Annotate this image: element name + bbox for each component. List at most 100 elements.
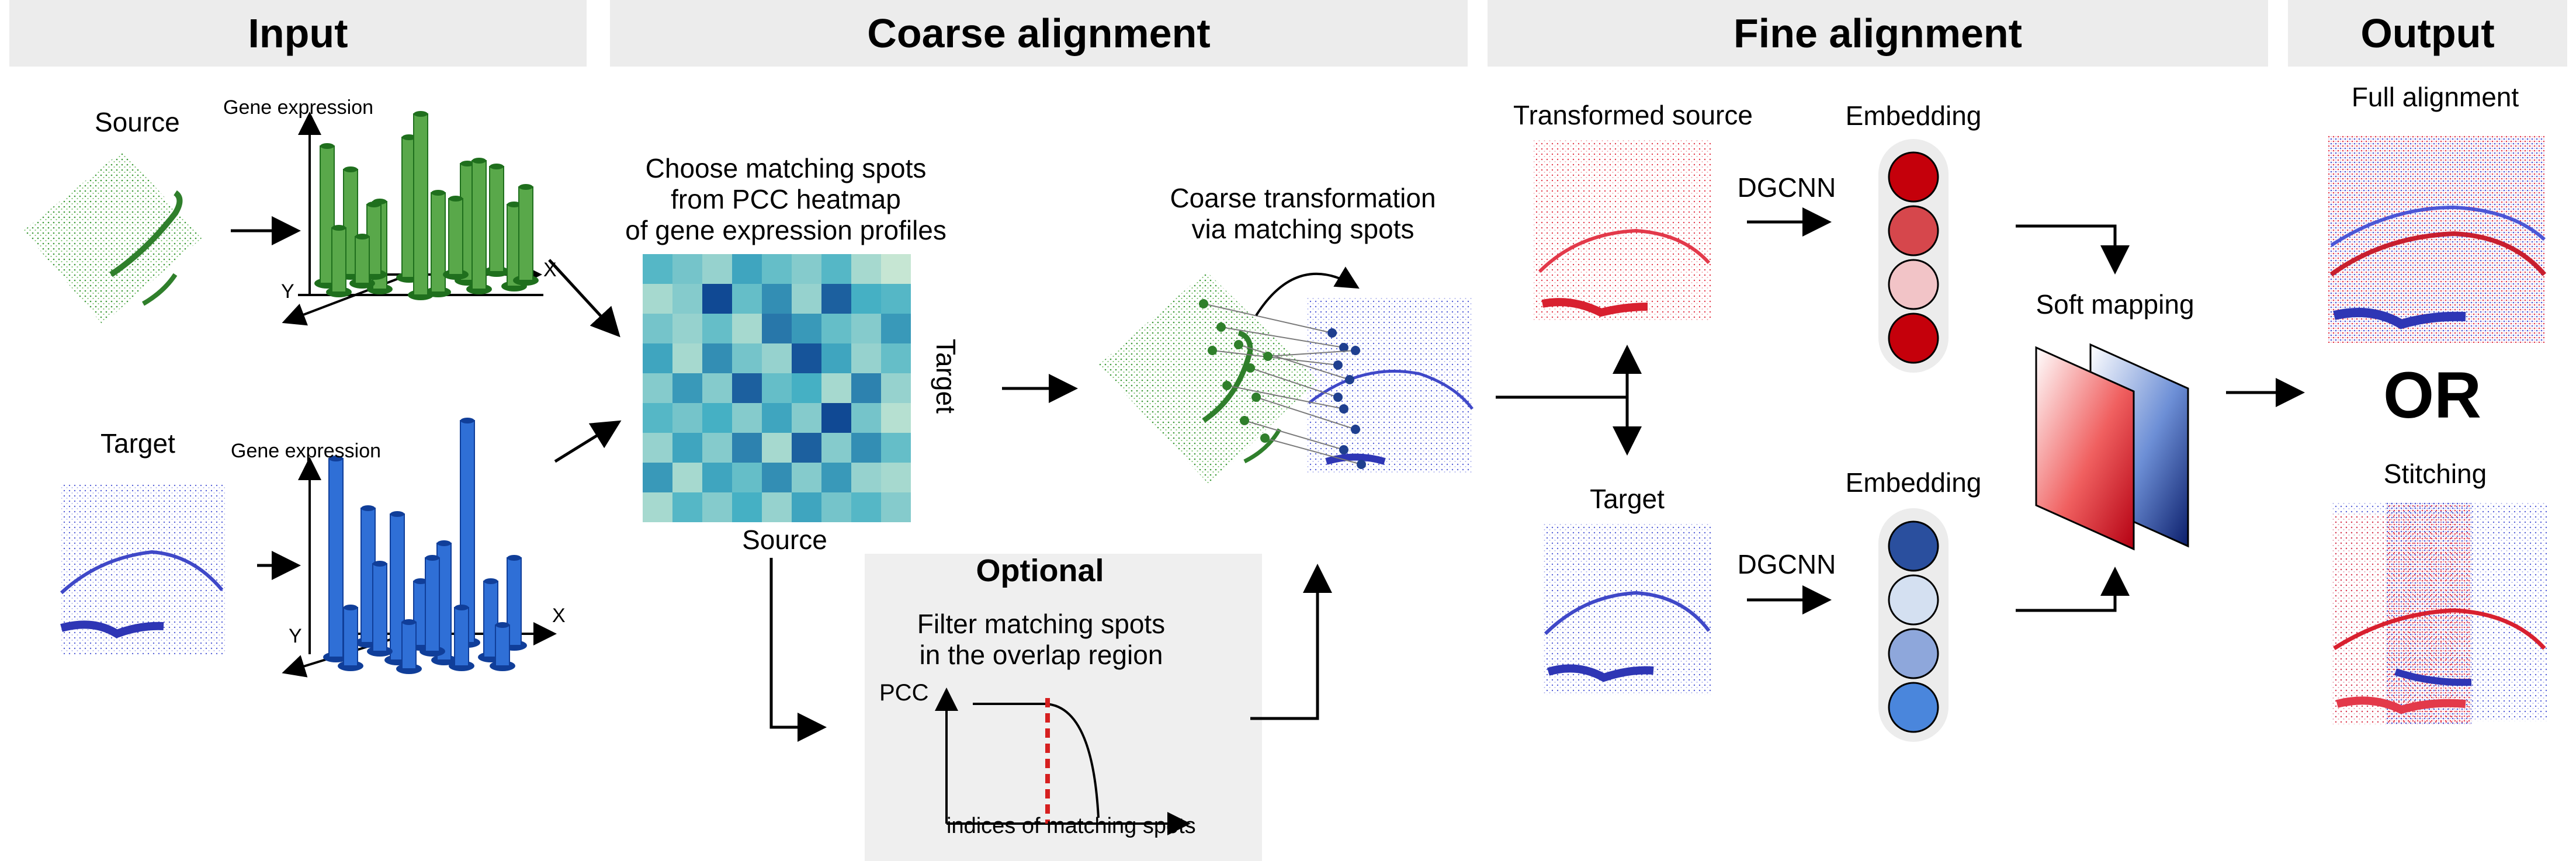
bar-top: [431, 190, 445, 196]
expression-bar: [331, 227, 346, 293]
heatmap-cell: [762, 433, 792, 463]
transformed-source-image: [1534, 140, 1712, 321]
heatmap-cell: [792, 433, 821, 463]
heatmap-cell: [643, 314, 672, 343]
heatmap-cell: [643, 433, 672, 463]
bar-top: [425, 555, 439, 561]
heatmap-cell: [702, 373, 732, 403]
embedding-top-label: Embedding: [1845, 100, 1982, 131]
heatmap-cell: [643, 403, 672, 433]
target-match-spot: [1345, 375, 1354, 384]
target-tissue-image: [60, 485, 225, 654]
source-match-spot: [1222, 381, 1232, 390]
transform-caption: Coarse transformation via matching spots: [1170, 183, 1436, 245]
expression-bar: [413, 113, 428, 296]
soft-mapping-matrices: [2035, 343, 2189, 551]
heatmap-cell: [672, 433, 702, 463]
bar-top: [460, 161, 474, 166]
pcc-curve: [973, 703, 1100, 818]
heatmap-cell: [732, 314, 762, 343]
heatmap-cell: [851, 403, 881, 433]
match-line: [1226, 385, 1344, 409]
heatmap-target-label: Target: [931, 339, 961, 414]
heatmap-cell: [643, 492, 672, 522]
heatmap-cell: [732, 492, 762, 522]
heatmap-cell: [702, 284, 732, 314]
heatmap-cell: [702, 403, 732, 433]
source-match-spot: [1234, 340, 1243, 349]
expression-bar: [372, 563, 387, 652]
embedding-node: [1888, 682, 1939, 733]
source-gene-expression-bars: [282, 111, 543, 326]
stitching-label: Stitching: [2383, 459, 2487, 489]
expression-bar: [518, 186, 533, 281]
target-match-spot: [1351, 346, 1360, 355]
arrow-source-to-heatmap: [548, 259, 620, 338]
heatmap-cell: [702, 433, 732, 463]
heatmap-cell: [821, 403, 851, 433]
heatmap-cell: [851, 373, 881, 403]
bar-top: [490, 164, 504, 169]
heatmap-cell: [881, 403, 911, 433]
bar-top: [414, 111, 428, 117]
heatmap-cell: [792, 343, 821, 373]
bar-top: [402, 619, 416, 625]
arrow-embedding-top-to-mapping: [2016, 224, 2130, 275]
rotation-arrow: [1255, 266, 1360, 317]
bar-top: [507, 202, 521, 207]
source-match-spot: [1263, 352, 1273, 361]
bar-top: [344, 605, 358, 610]
heatmap-caption-line-3: of gene expression profiles: [625, 214, 947, 245]
pcc-filter-chart: [935, 688, 1191, 835]
heatmap-cell: [702, 463, 732, 492]
fine-target-label: Target: [1590, 484, 1665, 514]
heatmap-cell: [762, 254, 792, 284]
heatmap-cell: [643, 343, 672, 373]
expression-bar: [328, 458, 344, 658]
pcc-axis-label: PCC: [879, 680, 929, 706]
heatmap-cell: [702, 343, 732, 373]
heatmap-cell: [821, 314, 851, 343]
axis-x-bottom: X: [552, 605, 566, 627]
header-fine-alignment: Fine alignment: [1488, 0, 2268, 67]
embedding-bottom-nodes: [1888, 520, 1939, 733]
heatmap-cell: [792, 314, 821, 343]
bar-top: [361, 505, 375, 511]
match-line: [1244, 420, 1344, 450]
heatmap-cell: [792, 403, 821, 433]
bar-top: [460, 418, 474, 423]
target-match-spot: [1327, 328, 1337, 338]
bar-top: [449, 196, 463, 202]
gene-expression-label-top: Gene expression: [223, 96, 374, 119]
heatmap-caption-line-2: from PCC heatmap: [671, 183, 901, 214]
heatmap-caption: Choose matching spots from PCC heatmap o…: [625, 153, 947, 246]
expression-bar: [471, 160, 487, 290]
heatmap-cell: [762, 343, 792, 373]
arrow-embedding-bottom-to-mapping: [2016, 567, 2130, 612]
heatmap-cell: [672, 284, 702, 314]
heatmap-cell: [851, 343, 881, 373]
match-line: [1267, 350, 1356, 357]
target-match-spot: [1357, 460, 1366, 469]
heatmap-cell: [732, 463, 762, 492]
heatmap-cell: [732, 373, 762, 403]
heatmap-cell: [792, 463, 821, 492]
heatmap-cell: [821, 254, 851, 284]
heatmap-cell: [762, 373, 792, 403]
embedding-node: [1888, 313, 1939, 364]
heatmap-cell: [762, 314, 792, 343]
expression-bar: [401, 622, 417, 669]
embedding-node: [1888, 205, 1939, 256]
heatmap-cell: [702, 492, 732, 522]
heatmap-cell: [821, 343, 851, 373]
target-match-spot: [1333, 360, 1343, 370]
dgcnn-bottom-label: DGCNN: [1737, 549, 1836, 579]
heatmap-cell: [672, 343, 702, 373]
heatmap-cell: [851, 314, 881, 343]
heatmap-cell: [851, 492, 881, 522]
optional-caption: Filter matching spots in the overlap reg…: [917, 609, 1165, 671]
heatmap-cell: [881, 343, 911, 373]
heatmap-cell: [672, 373, 702, 403]
heatmap-cell: [792, 492, 821, 522]
